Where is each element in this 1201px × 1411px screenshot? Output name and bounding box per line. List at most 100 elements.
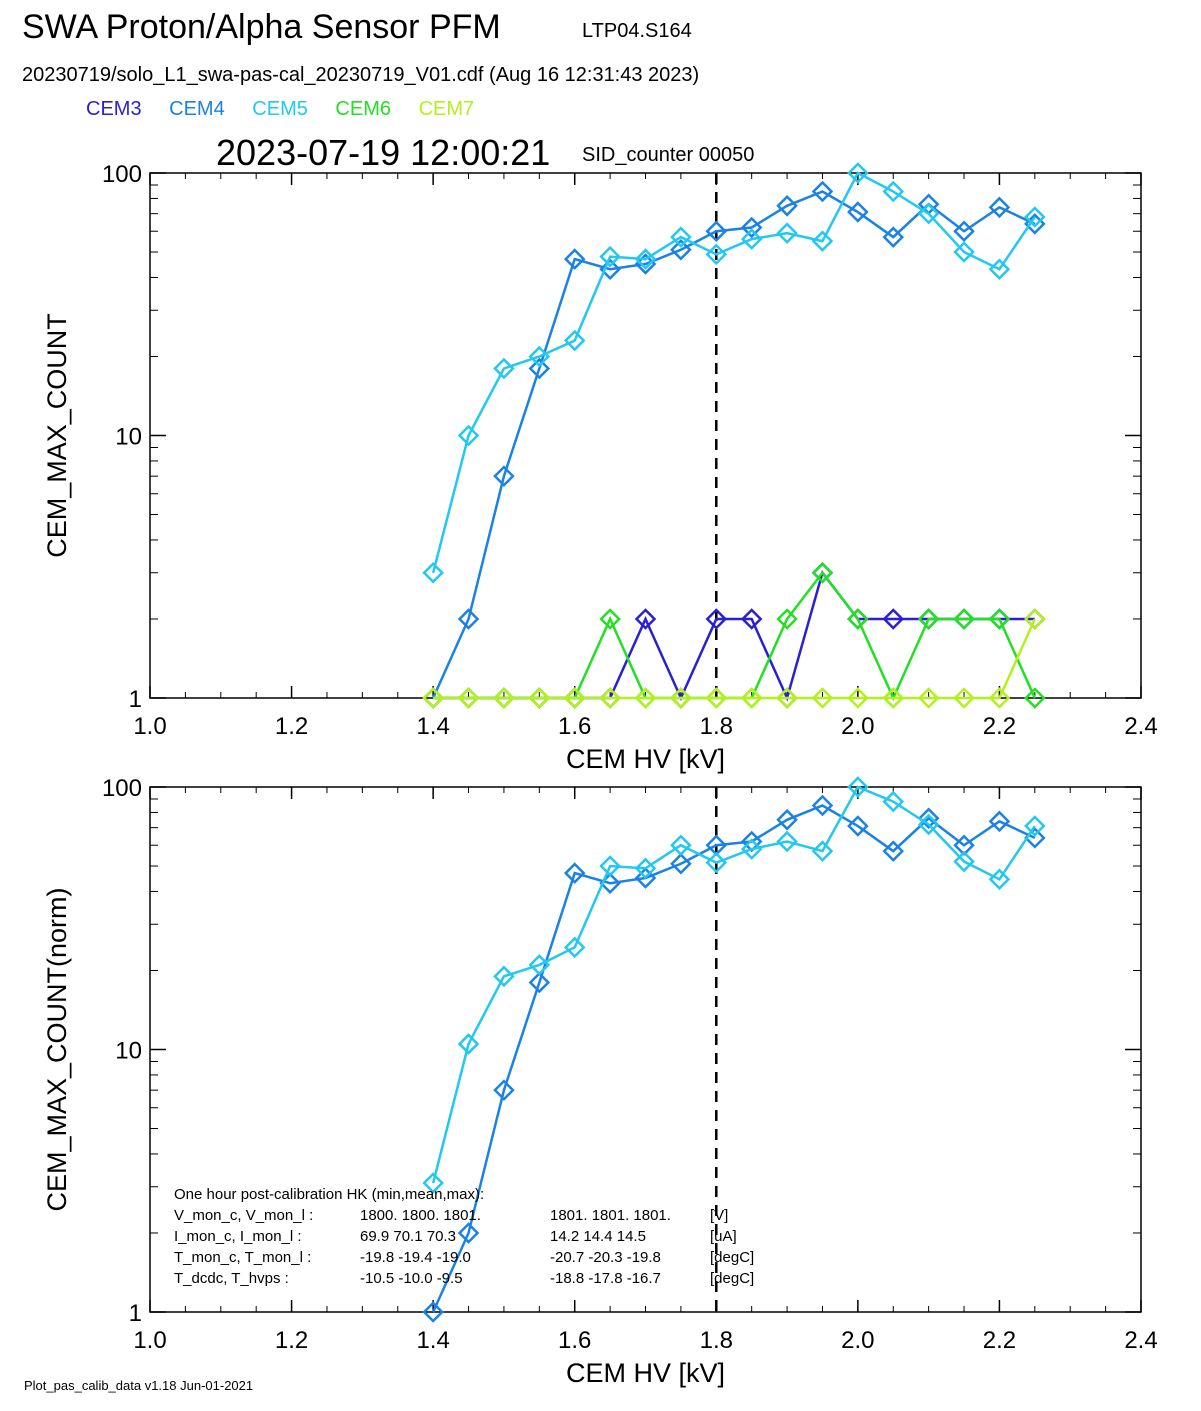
- data-point-marker: [599, 687, 621, 709]
- test-id-label: LTP04.S164: [582, 20, 692, 42]
- x-tick-label: 1.2: [275, 713, 308, 740]
- data-point-marker: [811, 561, 834, 584]
- hk-row-label: T_mon_c, T_mon_l :: [174, 1249, 311, 1266]
- chart-panel-2: 1.0 1.2 1.4 1.6 1.8 2.0 2.2 2.4 1 10 100 CEM HV [kV…: [42, 775, 1158, 1388]
- data-point-marker: [563, 862, 586, 884]
- data-point-marker: [988, 687, 1011, 709]
- data-point-marker: [882, 180, 905, 203]
- data-point-marker: [634, 687, 657, 709]
- data-point-marker: [422, 1301, 444, 1323]
- data-point-marker: [670, 226, 692, 248]
- data-point-marker: [811, 794, 834, 817]
- series-cem6: [422, 561, 1046, 709]
- x-tick-label: 1.0: [133, 713, 166, 740]
- series-cem7: [422, 608, 1046, 709]
- hk-row-unit: [uA]: [710, 1228, 737, 1245]
- data-point-marker: [422, 1172, 444, 1194]
- data-point-marker: [811, 687, 834, 709]
- data-point-marker: [740, 608, 763, 630]
- data-point-marker: [1024, 687, 1046, 709]
- data-point-marker: [988, 196, 1011, 219]
- data-point-marker: [882, 608, 905, 630]
- data-point-marker: [457, 1033, 480, 1055]
- x-tick-label: 2.0: [841, 713, 874, 740]
- hk-row-unit: [degC]: [710, 1270, 754, 1287]
- legend-entry-cem3: CEM3: [86, 98, 142, 120]
- chart-panel-1: 1.0 1.2 1.4 1.6 1.8 2.0 2.2 2.4 1 10 100 CEM HV [kV…: [42, 161, 1158, 774]
- data-point-marker: [705, 243, 728, 266]
- data-point-marker: [634, 867, 657, 889]
- y-tick-label: 10: [115, 1038, 142, 1065]
- data-point-marker: [847, 776, 869, 798]
- hk-row-values-c: -19.8 -19.4 -19.0: [360, 1249, 471, 1266]
- hk-row-values-l: 14.2 14.4 14.5: [550, 1228, 646, 1245]
- page-title: SWA Proton/Alpha Sensor PFM: [22, 8, 501, 46]
- hk-row-label: I_mon_c, I_mon_l :: [174, 1228, 302, 1245]
- data-point-marker: [917, 687, 940, 709]
- series-line: [433, 570, 1035, 702]
- data-point-marker: [776, 830, 798, 853]
- data-point-marker: [457, 424, 480, 447]
- data-point-marker: [705, 851, 728, 874]
- data-point-marker: [528, 954, 551, 976]
- hk-row-label: T_dcdc, T_hvps :: [174, 1270, 289, 1287]
- x-tick-label: 1.8: [700, 713, 733, 740]
- series-line: [431, 171, 1036, 574]
- timestamp: 2023-07-19 12:00:21: [216, 132, 551, 173]
- x-tick-label: 1.0: [133, 1327, 166, 1354]
- data-point-marker: [634, 248, 657, 270]
- data-point-marker: [493, 357, 515, 380]
- file-name-line: 20230719/solo_L1_swa-pas-cal_20230719_V0…: [22, 64, 700, 86]
- hk-row-values-c: 69.9 70.1 70.3: [360, 1228, 456, 1245]
- x-tick-label: 1.4: [416, 1327, 449, 1354]
- legend-entry-cem5: CEM5: [252, 98, 308, 120]
- series-cem5: [422, 776, 1046, 1194]
- data-point-marker: [847, 201, 869, 223]
- data-point-marker: [528, 345, 551, 368]
- data-point-marker: [1024, 608, 1046, 630]
- data-point-marker: [422, 687, 444, 709]
- data-point-marker: [882, 226, 905, 248]
- data-point-marker: [917, 202, 940, 225]
- data-point-marker: [740, 687, 763, 709]
- data-point-marker: [953, 608, 975, 630]
- data-point-marker: [493, 1079, 515, 1101]
- series-cem3: [422, 561, 1046, 709]
- x-tick-label: 2.4: [1124, 713, 1157, 740]
- data-point-marker: [917, 813, 940, 836]
- data-point-marker: [599, 258, 621, 280]
- data-point-marker: [847, 815, 869, 837]
- data-point-marker: [705, 687, 728, 709]
- hk-row-values-c: -10.5 -10.0 -9.5: [360, 1270, 463, 1287]
- data-point-marker: [670, 238, 692, 261]
- y-tick-label: 1: [129, 1300, 142, 1327]
- x-tick-label: 2.2: [983, 713, 1016, 740]
- data-point-marker: [917, 608, 940, 630]
- data-point-marker: [705, 608, 728, 630]
- sid-counter: SID_counter 00050: [582, 144, 755, 166]
- series-cem5: [422, 162, 1046, 584]
- data-point-marker: [563, 329, 586, 352]
- data-point-marker: [563, 687, 586, 709]
- data-point-marker: [563, 936, 586, 959]
- data-point-marker: [528, 687, 551, 709]
- data-point-marker: [811, 230, 834, 252]
- x-tick-label: 1.6: [558, 713, 591, 740]
- data-point-marker: [847, 608, 869, 630]
- series-line: [431, 785, 1036, 1184]
- hk-annotation: One hour post-calibration HK (min,mean,m…: [174, 1186, 754, 1287]
- y-axis-label: CEM_MAX_COUNT(norm): [42, 887, 72, 1211]
- hk-row-values-l: -20.7 -20.3 -19.8: [550, 1249, 661, 1266]
- data-point-marker: [670, 834, 692, 857]
- data-point-marker: [953, 241, 975, 263]
- legend-entry-cem7: CEM7: [418, 98, 475, 120]
- x-axis-label: CEM HV [kV]: [566, 744, 725, 774]
- series-cem4: [422, 180, 1046, 709]
- y-tick-label: 100: [102, 161, 142, 188]
- data-point-marker: [776, 687, 798, 709]
- data-point-marker: [740, 830, 763, 853]
- data-point-marker: [917, 807, 940, 830]
- hk-row-values-c: 1800. 1800. 1801.: [360, 1207, 481, 1224]
- data-point-marker: [599, 245, 621, 268]
